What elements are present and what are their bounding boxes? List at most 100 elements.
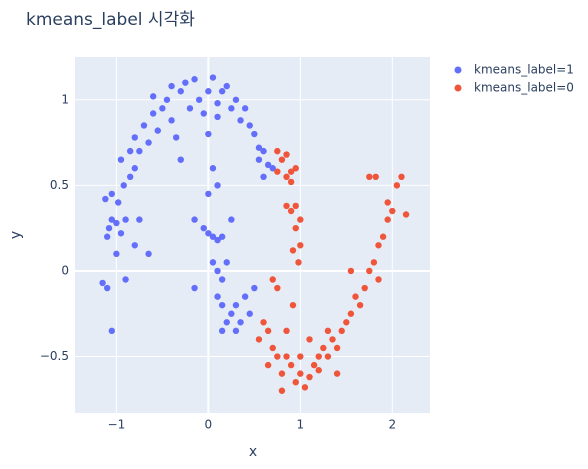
point: [209, 259, 217, 266]
point: [209, 233, 217, 240]
point: [218, 327, 226, 335]
point: [329, 336, 336, 343]
point: [289, 301, 297, 309]
point: [283, 327, 290, 335]
point: [209, 165, 217, 172]
point: [287, 168, 295, 175]
point: [324, 327, 332, 335]
point: [177, 88, 184, 95]
point: [241, 105, 249, 112]
point: [113, 250, 120, 258]
point: [324, 353, 332, 360]
point: [149, 110, 157, 117]
y-tick-label: 1: [61, 92, 69, 106]
point: [191, 76, 198, 83]
point: [274, 147, 281, 155]
point: [140, 122, 148, 129]
point: [287, 361, 295, 369]
point: [186, 105, 194, 112]
x-axis-title: x: [249, 444, 257, 460]
point: [145, 250, 152, 258]
point: [297, 370, 304, 377]
plot-area: [75, 57, 430, 413]
point: [214, 267, 221, 275]
point: [338, 327, 345, 335]
point: [200, 110, 207, 117]
point: [297, 216, 304, 223]
point: [260, 319, 267, 326]
point: [356, 301, 364, 309]
point: [228, 216, 235, 223]
point: [122, 216, 129, 223]
point: [117, 230, 125, 237]
point: [232, 301, 240, 309]
point: [159, 105, 166, 112]
point: [260, 147, 267, 155]
point: [251, 284, 258, 292]
point: [292, 378, 299, 386]
point: [200, 224, 207, 232]
point: [102, 195, 109, 203]
point: [154, 127, 161, 134]
point: [214, 100, 221, 107]
x-tick-label: 0: [205, 418, 213, 432]
point: [297, 353, 304, 360]
point: [255, 336, 263, 343]
point: [269, 276, 276, 283]
point: [320, 344, 327, 352]
point: [278, 387, 286, 394]
point: [105, 224, 113, 232]
point: [251, 130, 258, 138]
point: [205, 130, 212, 138]
point: [205, 190, 212, 198]
point: [126, 147, 134, 155]
point: [398, 173, 405, 181]
point: [295, 259, 302, 266]
point: [278, 370, 286, 377]
point: [292, 165, 299, 172]
point: [366, 173, 373, 181]
point: [241, 293, 249, 300]
point: [287, 207, 295, 215]
point: [283, 173, 290, 181]
point: [297, 242, 304, 249]
point: [315, 353, 322, 360]
point: [136, 147, 143, 155]
point: [375, 276, 382, 283]
x-tick-label: 2: [388, 418, 396, 432]
point: [214, 113, 221, 121]
point: [223, 82, 230, 90]
point: [131, 165, 138, 172]
point: [366, 267, 373, 275]
point: [269, 344, 276, 352]
point: [103, 284, 111, 292]
point: [113, 219, 120, 227]
point: [310, 361, 318, 369]
point: [402, 211, 410, 218]
point: [149, 93, 157, 100]
point: [246, 122, 253, 129]
point: [333, 344, 341, 352]
point: [117, 156, 125, 163]
point: [205, 88, 212, 95]
point: [228, 105, 235, 112]
y-tick-label: 0: [61, 263, 69, 277]
point: [237, 319, 244, 326]
point: [375, 242, 382, 249]
point: [370, 259, 378, 266]
point: [283, 202, 290, 210]
point: [172, 134, 180, 141]
point: [218, 301, 226, 309]
point: [292, 224, 299, 232]
point: [115, 199, 122, 206]
point: [168, 82, 175, 90]
legend-marker: [454, 66, 462, 74]
point: [389, 207, 396, 215]
point: [306, 336, 313, 343]
y-tick-label: −0.5: [40, 349, 69, 363]
point: [264, 161, 272, 169]
point: [228, 310, 235, 317]
point: [131, 242, 138, 249]
point: [232, 327, 240, 335]
point: [108, 216, 115, 223]
